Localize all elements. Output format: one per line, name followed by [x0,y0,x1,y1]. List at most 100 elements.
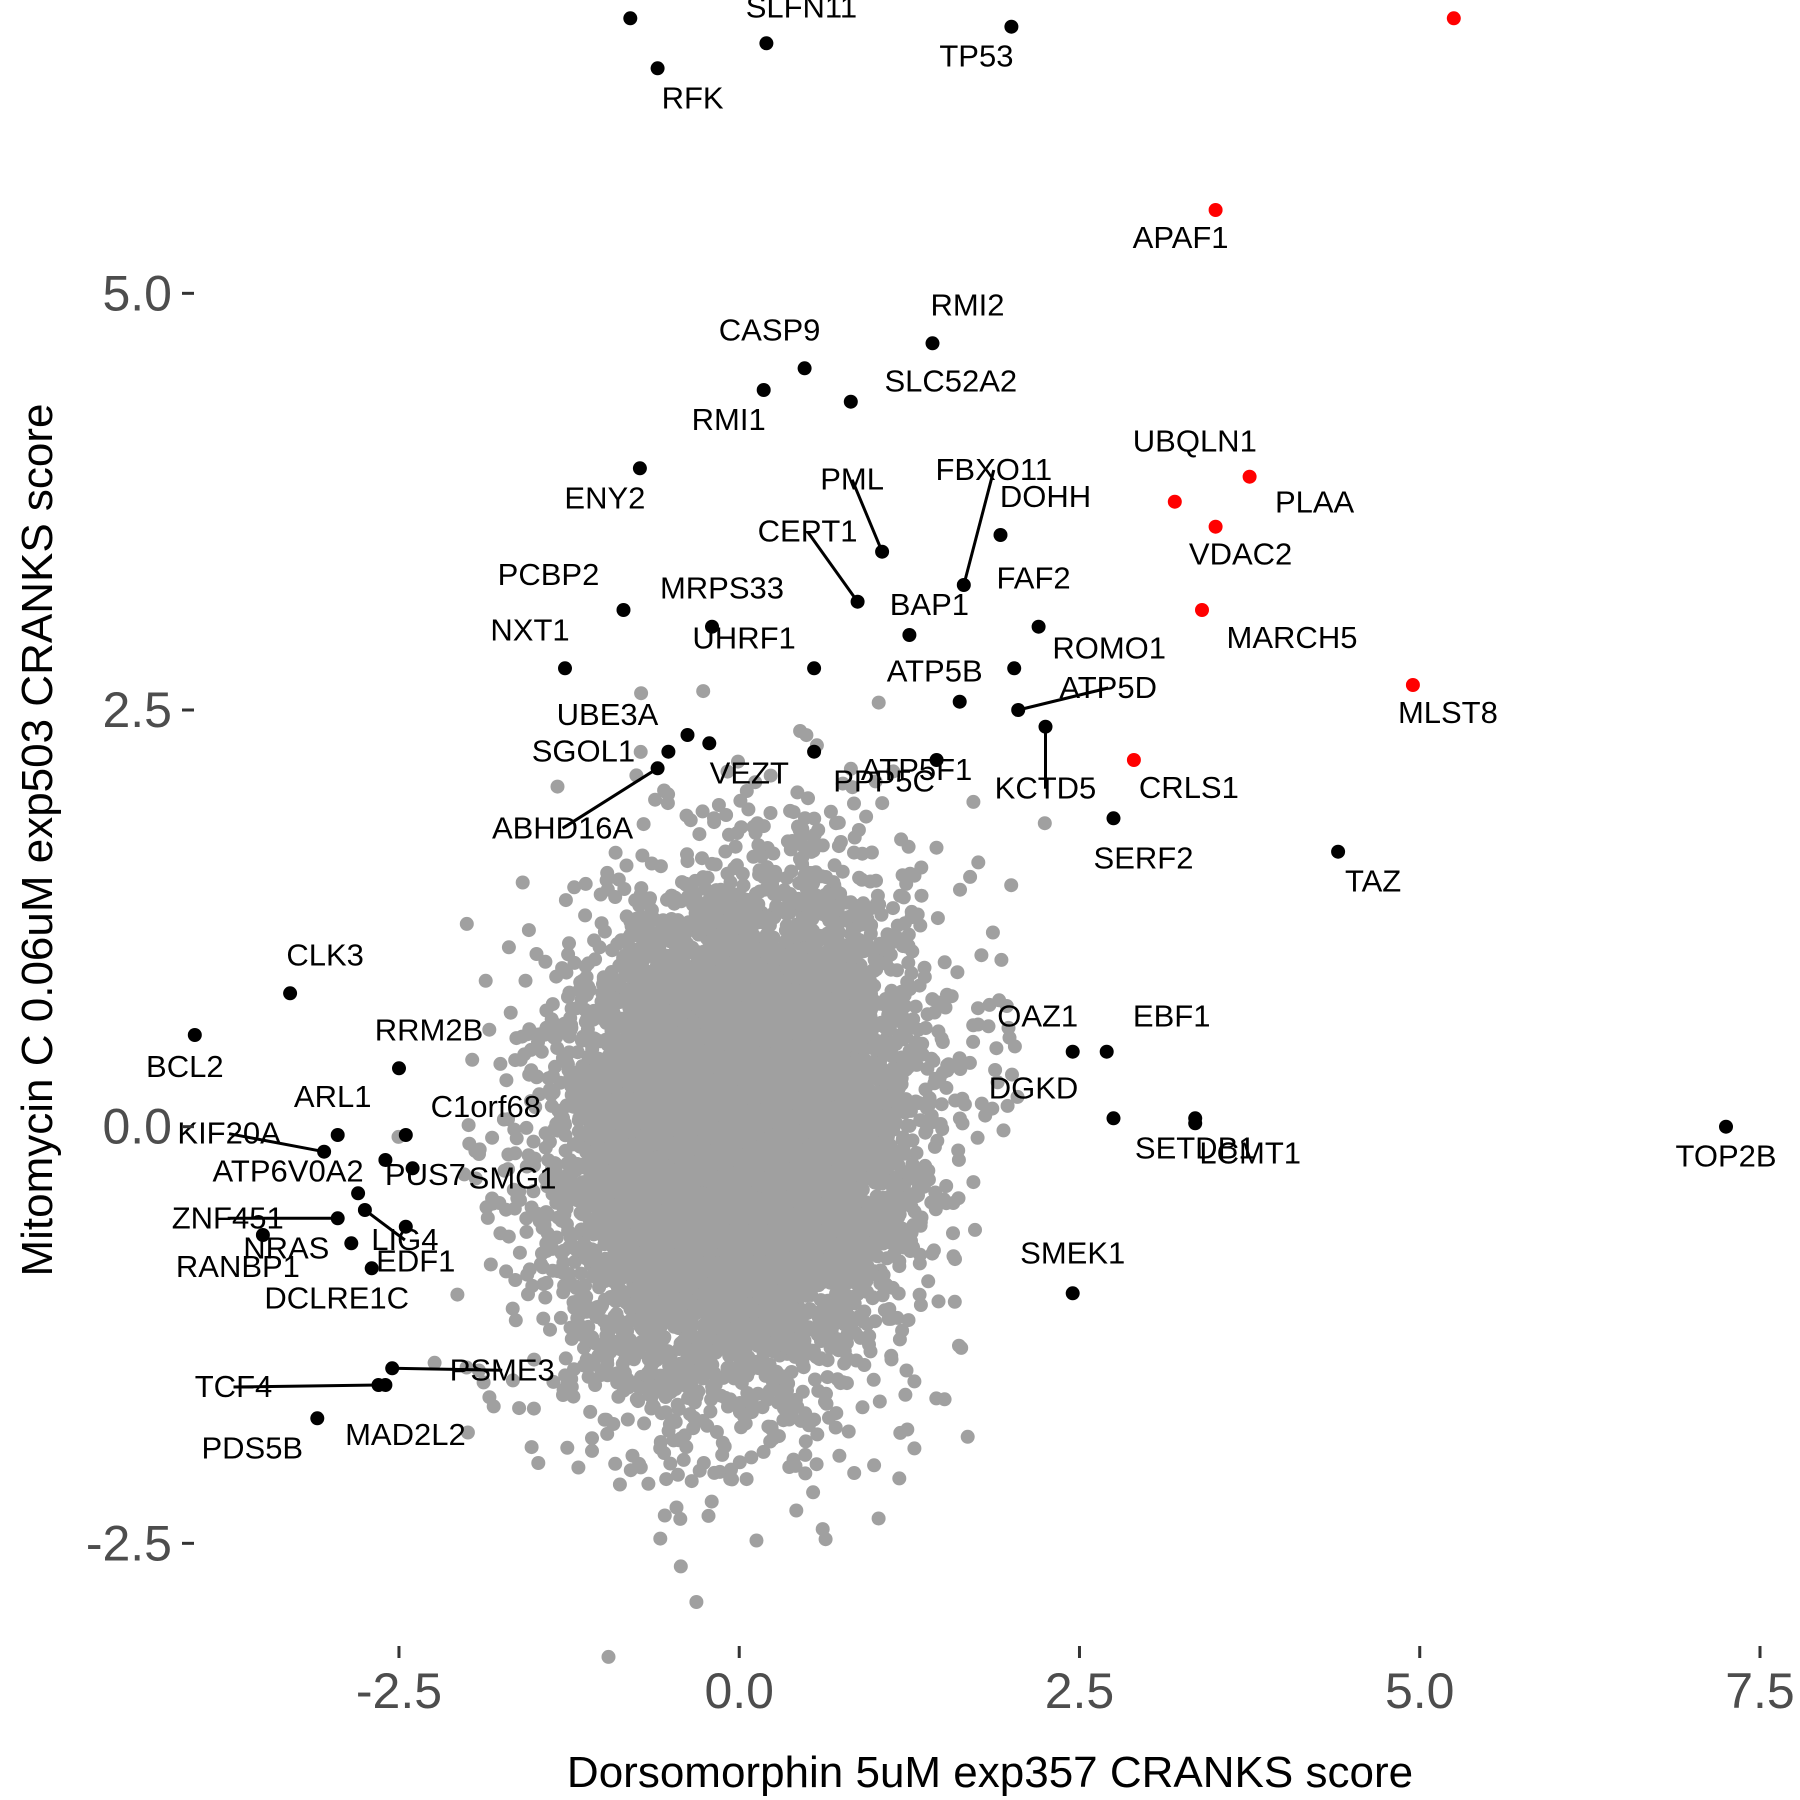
background-point [985,925,1000,940]
background-point [739,1472,754,1487]
background-point [847,845,861,860]
background-point [974,948,989,963]
background-point [499,1264,514,1279]
background-point [749,1533,764,1548]
background-point [886,764,901,779]
background-point [913,918,928,933]
background-point [476,1375,491,1390]
background-point [536,1311,551,1326]
background-point [567,1254,582,1269]
background-point [659,1472,674,1487]
background-point [519,1224,534,1239]
background-point [505,1373,520,1388]
background-point [907,1441,922,1456]
background-point [531,1456,546,1470]
background-point [939,1179,954,1193]
background-point [585,1443,599,1458]
background-point [859,809,874,824]
background-point [450,1287,465,1302]
background-point [951,1191,966,1206]
background-point [968,1222,982,1237]
background-point [574,1266,588,1281]
background-point [521,1148,536,1163]
background-point [926,1114,940,1129]
background-point [427,1355,442,1370]
background-point [978,1108,993,1123]
background-point [618,968,633,983]
background-point [585,1431,599,1446]
background-point [809,1457,824,1472]
background-point [468,1171,483,1186]
background-point [890,963,904,978]
background-point [562,936,576,951]
background-point [526,1401,541,1416]
background-point [925,992,940,1007]
background-point [790,785,805,800]
background-point [583,1404,598,1419]
background-point [863,1344,878,1359]
background-point [981,1019,996,1034]
background-point [719,808,734,822]
background-point [560,1440,575,1455]
background-point [811,823,826,837]
background-point [823,804,838,819]
background-point [587,933,602,948]
background-point [512,1401,527,1416]
background-point [798,1406,813,1421]
background-point [543,1322,557,1337]
background-point [558,1351,573,1366]
background-point [482,1022,497,1037]
background-point [508,1313,523,1328]
background-point [843,761,858,776]
background-point [946,1226,960,1241]
background-point [810,1427,825,1442]
background-point [670,1397,685,1412]
background-point [871,695,886,710]
background-point [901,955,916,970]
background-point [526,1184,541,1199]
background-point [578,908,593,923]
background-point [744,1450,759,1465]
background-point [806,1485,821,1500]
background-point [711,798,726,812]
background-point [935,1035,950,1049]
background-point [689,1595,704,1609]
background-point [1037,816,1052,831]
background-point [763,806,778,820]
background-point [505,1301,520,1316]
background-point [763,768,778,783]
background-point [612,1477,627,1492]
background-point [567,880,582,895]
background-point [549,969,564,984]
background-point [536,1277,551,1292]
background-point [901,839,916,854]
background-point [904,904,919,919]
background-point [937,955,952,970]
background-point [728,839,743,854]
background-point [661,1423,676,1438]
background-point [900,1422,915,1437]
background-point [526,1134,541,1149]
background-point [625,1448,640,1463]
background-point [750,816,765,831]
background-point [798,1447,813,1462]
background-point [606,1417,621,1431]
background-point [462,1136,477,1151]
background-point [571,1124,586,1139]
background-point [579,969,594,984]
background-point [524,1440,539,1455]
background-point [521,923,536,938]
background-point [459,916,474,931]
background-point [966,1175,981,1190]
background-point [483,1257,498,1272]
background-point [558,1368,573,1383]
background-point [519,1120,534,1135]
background-point [902,1118,917,1133]
background-point [635,848,650,863]
background-point [521,1287,535,1302]
background-point [867,1458,882,1473]
background-point [917,960,932,975]
background-point [847,1466,862,1480]
background-point [988,1063,1003,1077]
